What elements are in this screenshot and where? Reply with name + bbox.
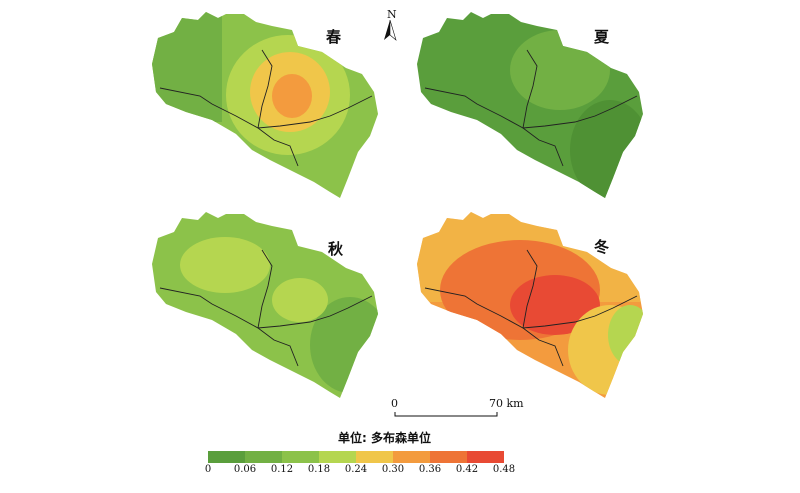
legend-tick-label: 0.06 [233, 464, 257, 475]
map-summer [417, 12, 643, 198]
legend-tick-label: 0.30 [381, 464, 405, 475]
legend-tick-label: 0.18 [307, 464, 331, 475]
scale-bar [394, 412, 498, 417]
map-spring [152, 12, 378, 198]
legend-tick-label: 0.12 [270, 464, 294, 475]
legend-swatch [356, 451, 393, 463]
legend-swatch [430, 451, 467, 463]
map-autumn [152, 212, 378, 398]
season-label-summer: 夏 [594, 28, 610, 46]
legend-title: 单位: 多布森单位 [338, 431, 431, 445]
north-label: N [387, 8, 397, 21]
legend-swatch [282, 451, 319, 463]
north-arrow-icon [384, 20, 397, 41]
scale-start-label: 0 [391, 397, 398, 410]
legend-tick-label: 0.24 [344, 464, 368, 475]
map-winter [417, 212, 643, 398]
legend-tick-label: 0.36 [418, 464, 442, 475]
legend-swatch [245, 451, 282, 463]
legend-tick-label: 0 [204, 464, 212, 475]
legend-swatch [208, 451, 245, 463]
season-label-winter: 冬 [594, 238, 610, 256]
legend-swatch [319, 451, 356, 463]
season-label-autumn: 秋 [328, 240, 344, 258]
season-label-spring: 春 [326, 28, 342, 46]
legend-tick-label: 0.48 [492, 464, 516, 475]
legend-tick-label: 0.42 [455, 464, 479, 475]
legend-swatch [393, 451, 430, 463]
legend-swatch [467, 451, 504, 463]
scale-end-label: 70 km [489, 397, 524, 410]
